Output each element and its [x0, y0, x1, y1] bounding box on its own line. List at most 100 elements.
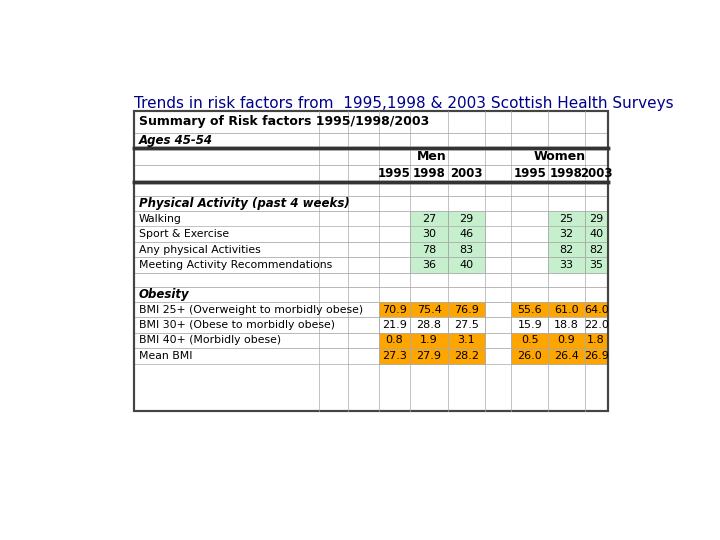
Bar	[134, 348, 608, 363]
Bar	[379, 333, 410, 348]
Bar	[585, 348, 608, 363]
Text: 40: 40	[459, 260, 474, 270]
Bar	[134, 273, 608, 287]
Text: Walking: Walking	[139, 214, 181, 224]
Text: 1998: 1998	[550, 167, 583, 180]
Bar	[410, 348, 449, 363]
Text: 82: 82	[589, 245, 603, 254]
Bar	[549, 348, 585, 363]
Text: 2003: 2003	[450, 167, 482, 180]
Bar	[134, 257, 608, 273]
Bar	[410, 333, 449, 348]
Bar	[549, 333, 585, 348]
Text: 26.4: 26.4	[554, 351, 579, 361]
Bar	[549, 302, 585, 318]
Bar	[549, 257, 585, 273]
Text: 0.9: 0.9	[557, 335, 575, 346]
Bar	[585, 302, 608, 318]
Text: 0.8: 0.8	[385, 335, 403, 346]
Bar	[585, 211, 608, 226]
Bar	[511, 318, 549, 333]
Bar	[410, 257, 449, 273]
Text: 30: 30	[422, 229, 436, 239]
Bar	[449, 318, 485, 333]
Text: 26.0: 26.0	[518, 351, 542, 361]
Bar	[134, 111, 608, 411]
Text: 1.9: 1.9	[420, 335, 438, 346]
Bar	[410, 211, 449, 226]
Text: 27.3: 27.3	[382, 351, 407, 361]
Bar	[585, 257, 608, 273]
Text: 27: 27	[422, 214, 436, 224]
Text: Physical Activity (past 4 weeks): Physical Activity (past 4 weeks)	[139, 197, 349, 210]
Bar	[134, 195, 608, 211]
Bar	[134, 111, 608, 411]
Bar	[410, 242, 449, 257]
Text: Trends in risk factors from  1995,1998 & 2003 Scottish Health Surveys: Trends in risk factors from 1995,1998 & …	[134, 96, 674, 111]
Text: Sport & Exercise: Sport & Exercise	[139, 229, 229, 239]
Text: 2003: 2003	[580, 167, 613, 180]
Text: Meeting Activity Recommendations: Meeting Activity Recommendations	[139, 260, 332, 270]
Bar	[134, 226, 608, 242]
Bar	[585, 333, 608, 348]
Text: Obesity: Obesity	[139, 288, 189, 301]
Bar	[585, 226, 608, 242]
Bar	[134, 165, 608, 182]
Bar	[549, 211, 585, 226]
Text: 3.1: 3.1	[458, 335, 475, 346]
Text: 27.5: 27.5	[454, 320, 479, 330]
Bar	[134, 148, 608, 165]
Text: 21.9: 21.9	[382, 320, 407, 330]
Bar	[410, 226, 449, 242]
Text: 36: 36	[422, 260, 436, 270]
Text: 76.9: 76.9	[454, 305, 479, 315]
Bar	[511, 333, 549, 348]
Text: BMI 25+ (Overweight to morbidly obese): BMI 25+ (Overweight to morbidly obese)	[139, 305, 363, 315]
Text: 78: 78	[422, 245, 436, 254]
Text: 64.0: 64.0	[584, 305, 608, 315]
Text: Ages 45-54: Ages 45-54	[139, 134, 213, 147]
Bar	[134, 242, 608, 257]
Text: 40: 40	[589, 229, 603, 239]
Text: 70.9: 70.9	[382, 305, 407, 315]
Bar	[134, 318, 608, 333]
Bar	[410, 318, 449, 333]
Text: 1.8: 1.8	[588, 335, 605, 346]
Text: 26.9: 26.9	[584, 351, 608, 361]
Bar	[379, 302, 410, 318]
Text: 15.9: 15.9	[518, 320, 542, 330]
Text: 22.0: 22.0	[584, 320, 608, 330]
Text: 1998: 1998	[413, 167, 446, 180]
Text: 32: 32	[559, 229, 574, 239]
Text: 33: 33	[559, 260, 574, 270]
Text: Summary of Risk factors 1995/1998/2003: Summary of Risk factors 1995/1998/2003	[139, 115, 429, 129]
Bar	[449, 226, 485, 242]
Text: 46: 46	[459, 229, 474, 239]
Bar	[134, 132, 608, 148]
Text: 1995: 1995	[378, 167, 411, 180]
Bar	[549, 242, 585, 257]
Bar	[134, 111, 608, 132]
Text: 82: 82	[559, 245, 574, 254]
Text: 83: 83	[459, 245, 474, 254]
Text: 1995: 1995	[513, 167, 546, 180]
Bar	[379, 318, 410, 333]
Bar	[410, 302, 449, 318]
Text: 75.4: 75.4	[417, 305, 441, 315]
Text: 61.0: 61.0	[554, 305, 579, 315]
Bar	[134, 302, 608, 318]
Bar	[449, 302, 485, 318]
Text: Mean BMI: Mean BMI	[139, 351, 192, 361]
Text: 35: 35	[589, 260, 603, 270]
Text: Women: Women	[534, 150, 585, 163]
Text: 27.9: 27.9	[417, 351, 441, 361]
Text: 29: 29	[589, 214, 603, 224]
Text: 0.5: 0.5	[521, 335, 539, 346]
Bar	[449, 242, 485, 257]
Text: Men: Men	[417, 150, 446, 163]
Bar	[134, 182, 608, 195]
Text: 29: 29	[459, 214, 474, 224]
Text: 28.8: 28.8	[417, 320, 441, 330]
Bar	[449, 211, 485, 226]
Text: 55.6: 55.6	[518, 305, 542, 315]
